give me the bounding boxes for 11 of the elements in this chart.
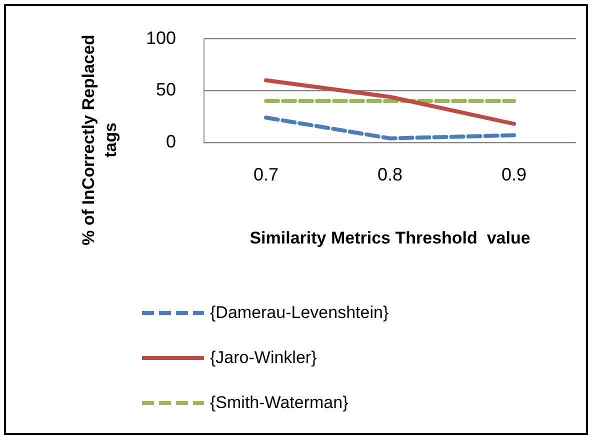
y-axis-title: % of InCorrectly Replaced tags (78, 34, 121, 248)
legend-label: {Jaro-Winkler} (210, 348, 317, 368)
y-tick-label: 0 (166, 131, 176, 152)
x-tick-label: 0.8 (378, 164, 403, 184)
x-axis-title: Similarity Metrics Threshold value (250, 228, 530, 248)
x-tick-label: 0.9 (501, 164, 527, 184)
legend-label: {Damerau-Levenshtein} (210, 302, 389, 322)
x-tick-label: 0.7 (254, 164, 279, 184)
y-tick-label: 100 (146, 28, 176, 48)
legend-label: {Smith-Waterman} (210, 392, 348, 412)
y-tick-label: 50 (156, 80, 176, 100)
